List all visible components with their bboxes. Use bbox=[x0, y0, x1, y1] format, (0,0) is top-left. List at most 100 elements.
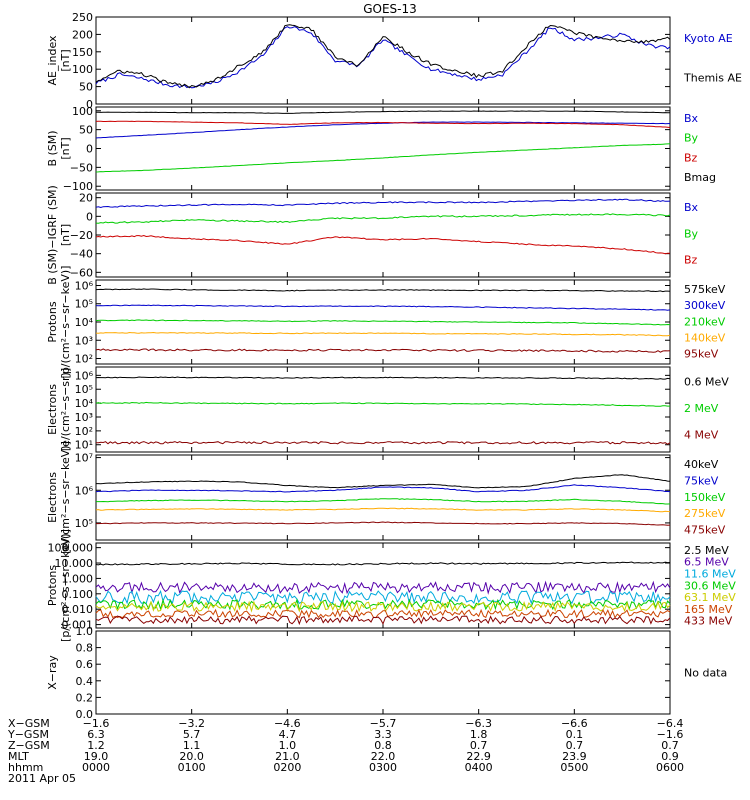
y-axis-label: Electrons bbox=[46, 472, 59, 523]
y-tick-label: 100.000 bbox=[48, 542, 94, 555]
ephemeris-value: 20.0 bbox=[179, 750, 204, 763]
legend-by: By bbox=[684, 227, 699, 240]
series-line-140kev bbox=[95, 331, 671, 337]
series-line-11-6-mev bbox=[95, 589, 671, 605]
legend-kyoto-ae: Kyoto AE bbox=[684, 32, 733, 45]
ephemeris-value: −3.2 bbox=[178, 717, 205, 730]
y-tick-label: −40 bbox=[70, 248, 93, 261]
legend-bz: Bz bbox=[684, 151, 698, 164]
panel-8: 0.0 0.2 0.4 0.6 0.8 1.0 X−ray No data bbox=[46, 625, 727, 721]
y-tick-label: 0.0 bbox=[76, 708, 94, 721]
legend-bx: Bx bbox=[684, 112, 699, 125]
ephemeris-value: 19.0 bbox=[84, 750, 109, 763]
series-line-2-5-mev bbox=[95, 561, 671, 566]
y-tick-label: 10⁵ bbox=[75, 517, 93, 530]
series-line-433-mev bbox=[95, 615, 671, 626]
panel-3: −60 −40 −20 0 20 B (SM)−IGRF (SM) [nT] Bx By Bz bbox=[46, 185, 699, 285]
series-line-63-1-mev bbox=[95, 600, 671, 613]
y-axis-units: [p/(cm²−s−sr−keV)] bbox=[59, 266, 72, 379]
ephemeris-value: 4.7 bbox=[279, 728, 297, 741]
y-axis-label: B (SM)−IGRF (SM) bbox=[46, 185, 59, 285]
ephemeris-value: 3.3 bbox=[374, 728, 392, 741]
panel-6: 10⁵ 10⁶ 10⁷ Electrons [e/(cm²−s−sr−keV)] 40ke… bbox=[46, 441, 726, 554]
y-axis-label: AE_index bbox=[46, 35, 59, 86]
legend-bmag: Bmag bbox=[684, 171, 716, 184]
panel-frame bbox=[95, 16, 671, 105]
ephemeris-value: 23.9 bbox=[562, 750, 587, 763]
y-axis-units: [nT] bbox=[59, 137, 72, 159]
y-tick-label: 100 bbox=[72, 63, 93, 76]
series-line-6-5-mev bbox=[95, 580, 671, 595]
ephemeris-value: 0.7 bbox=[470, 739, 488, 752]
panel-7: 0.001 0.010 0.100 1.000 10.000 100.000 Protons… bbox=[46, 529, 736, 642]
series-line-bx bbox=[95, 198, 671, 209]
series-line-bz bbox=[95, 234, 670, 255]
legend-6-5-mev: 6.5 MeV bbox=[684, 556, 729, 569]
legend-40kev: 40keV bbox=[684, 458, 719, 471]
y-axis-units: [e/(cm²−s−sr)] bbox=[59, 368, 72, 451]
ephemeris-value: −4.6 bbox=[274, 717, 301, 730]
legend-575kev: 575keV bbox=[684, 283, 726, 296]
ephemeris-value: −6.6 bbox=[561, 717, 588, 730]
y-tick-label: 10⁷ bbox=[75, 452, 93, 465]
ephemeris-value: 1.8 bbox=[470, 728, 488, 741]
y-tick-label: 0.4 bbox=[76, 675, 94, 688]
ephemeris-value: 0000 bbox=[82, 761, 110, 774]
series-line-2-mev bbox=[95, 401, 670, 407]
y-tick-label: 0 bbox=[86, 210, 93, 223]
panel-frame bbox=[95, 106, 671, 191]
y-axis-label: B (SM) bbox=[46, 130, 59, 166]
y-tick-label: 10⁵ bbox=[75, 383, 93, 396]
y-tick-label: 100 bbox=[72, 105, 93, 118]
y-tick-label: 150 bbox=[72, 46, 93, 59]
x-axis-table: X−GSM −1.6 −3.2 −4.6 −5.7 −6.3 −6.6 −6.4 Y−GSM 6.… bbox=[7, 717, 684, 785]
legend-bz: Bz bbox=[684, 254, 698, 267]
ephemeris-value: 1.2 bbox=[87, 739, 105, 752]
y-tick-label: 10⁴ bbox=[75, 316, 94, 329]
series-line-bz bbox=[95, 120, 671, 128]
y-tick-label: 10⁵ bbox=[75, 298, 93, 311]
ephemeris-value: −5.7 bbox=[370, 717, 397, 730]
legend-2-mev: 2 MeV bbox=[684, 402, 719, 415]
legend-210kev: 210keV bbox=[684, 315, 726, 328]
legend-95kev: 95keV bbox=[684, 348, 719, 361]
y-tick-label: 10² bbox=[75, 425, 93, 438]
ephemeris-value: −6.3 bbox=[465, 717, 492, 730]
y-tick-label: −50 bbox=[70, 161, 93, 174]
series-line-40kev bbox=[96, 474, 671, 489]
series-line-kyoto-ae bbox=[95, 26, 671, 89]
y-axis-label: Electrons bbox=[46, 384, 59, 435]
ephemeris-value: 22.0 bbox=[371, 750, 396, 763]
legend-11-6-mev: 11.6 MeV bbox=[684, 568, 736, 581]
y-tick-label: 200 bbox=[72, 28, 93, 41]
y-tick-label: 0 bbox=[86, 98, 93, 111]
y-tick-label: 0.8 bbox=[76, 642, 94, 655]
ephemeris-value: 0.8 bbox=[374, 739, 392, 752]
y-tick-label: −100 bbox=[63, 180, 93, 193]
legend-75kev: 75keV bbox=[684, 475, 719, 488]
legend-165-mev: 165 MeV bbox=[684, 603, 733, 616]
legend-0-6-mev: 0.6 MeV bbox=[684, 375, 729, 388]
legend-475kev: 475keV bbox=[684, 524, 726, 537]
y-tick-label: 0.100 bbox=[62, 588, 94, 601]
ephemeris-value: 0.7 bbox=[566, 739, 584, 752]
ephemeris-value: 0200 bbox=[273, 761, 301, 774]
y-tick-label: 20 bbox=[79, 192, 93, 205]
series-line-0-6-mev bbox=[95, 376, 671, 380]
series-line-by bbox=[95, 213, 671, 224]
y-tick-label: 0.001 bbox=[62, 619, 94, 632]
legend-63-1-mev: 63.1 MeV bbox=[684, 591, 736, 604]
legend-30-6-mev: 30.6 MeV bbox=[684, 579, 736, 592]
y-tick-label: 0 bbox=[86, 143, 93, 156]
ephemeris-value: 0.7 bbox=[661, 739, 679, 752]
ephemeris-value: −6.4 bbox=[657, 717, 684, 730]
legend-2-5-mev: 2.5 MeV bbox=[684, 544, 729, 557]
ephemeris-value: 0.9 bbox=[661, 750, 679, 763]
y-tick-label: 10.000 bbox=[55, 557, 94, 570]
ephemeris-label-hhmm: hhmm bbox=[8, 761, 43, 774]
ephemeris-value: 0300 bbox=[369, 761, 397, 774]
legend-140kev: 140keV bbox=[684, 332, 726, 345]
legend-275kev: 275keV bbox=[684, 507, 726, 520]
